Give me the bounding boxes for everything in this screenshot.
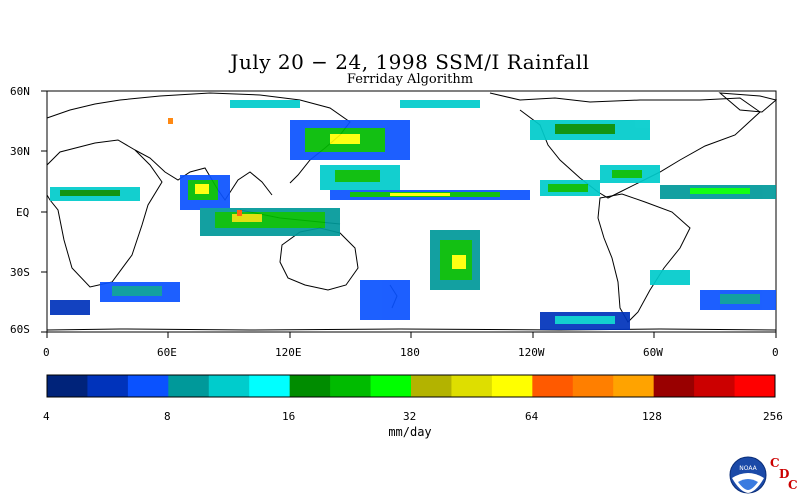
- colorbar-tick: 8: [164, 410, 171, 423]
- colorbar-tick: 128: [642, 410, 662, 423]
- colorbar-swatch: [411, 375, 452, 397]
- colorbar-swatch: [491, 375, 533, 397]
- colorbar: [47, 375, 776, 397]
- colorbar-swatch: [694, 375, 736, 397]
- cdc-letter: C: [788, 478, 798, 492]
- map-title: July 20 − 24, 1998 SSM/I Rainfall: [230, 50, 590, 74]
- colorbar-tick: 64: [525, 410, 539, 423]
- colorbar-swatch: [168, 375, 210, 397]
- north-america-outline: [489, 92, 761, 199]
- axis-ticks: [41, 90, 777, 338]
- colorbar-swatch: [451, 375, 493, 397]
- colorbar-swatch: [370, 375, 412, 397]
- colorbar-tick: 16: [282, 410, 296, 423]
- lon-label-120e: 120E: [275, 346, 302, 359]
- colorbar-frame: [46, 374, 776, 398]
- colorbar-swatch: [734, 375, 776, 397]
- antarctica-outline: [46, 328, 777, 331]
- lon-label-180: 180: [400, 346, 420, 359]
- colorbar-swatch: [572, 375, 614, 397]
- africa-outline: [46, 139, 163, 288]
- colorbar-swatch: [613, 375, 655, 397]
- greenland-outline: [718, 92, 778, 113]
- colorbar-units: mm/day: [388, 425, 432, 439]
- colorbar-swatch: [532, 375, 574, 397]
- colorbar-swatch: [249, 375, 291, 397]
- lat-label-60n: 60N: [10, 85, 30, 98]
- map-subtitle: Ferriday Algorithm: [346, 72, 474, 87]
- colorbar-swatch: [289, 375, 331, 397]
- colorbar-tick: 4: [43, 410, 50, 423]
- colorbar-tick: 32: [403, 410, 417, 423]
- lat-label-30s: 30S: [10, 266, 30, 279]
- colorbar-swatch: [127, 375, 169, 397]
- rainfall-patches: [50, 100, 776, 330]
- colorbar-swatch: [47, 375, 88, 397]
- colorbar-tick: 256: [763, 410, 783, 423]
- lon-label-60w: 60W: [643, 346, 663, 359]
- colorbar-swatch: [208, 375, 250, 397]
- lon-label-0: 0: [43, 346, 50, 359]
- lat-label-30n: 30N: [10, 145, 30, 158]
- colorbar-swatch: [330, 375, 372, 397]
- lat-label-60s: 60S: [10, 323, 30, 336]
- lon-label-0-east: 0: [772, 346, 779, 359]
- lon-label-60e: 60E: [157, 346, 177, 359]
- lon-label-120w: 120W: [518, 346, 545, 359]
- cdc-letter: D: [779, 467, 790, 481]
- lat-label-eq: EQ: [16, 206, 30, 219]
- colorbar-swatch: [87, 375, 129, 397]
- south-america-outline: [597, 193, 691, 323]
- cdc-letter: C: [770, 456, 780, 470]
- colorbar-swatch: [653, 375, 695, 397]
